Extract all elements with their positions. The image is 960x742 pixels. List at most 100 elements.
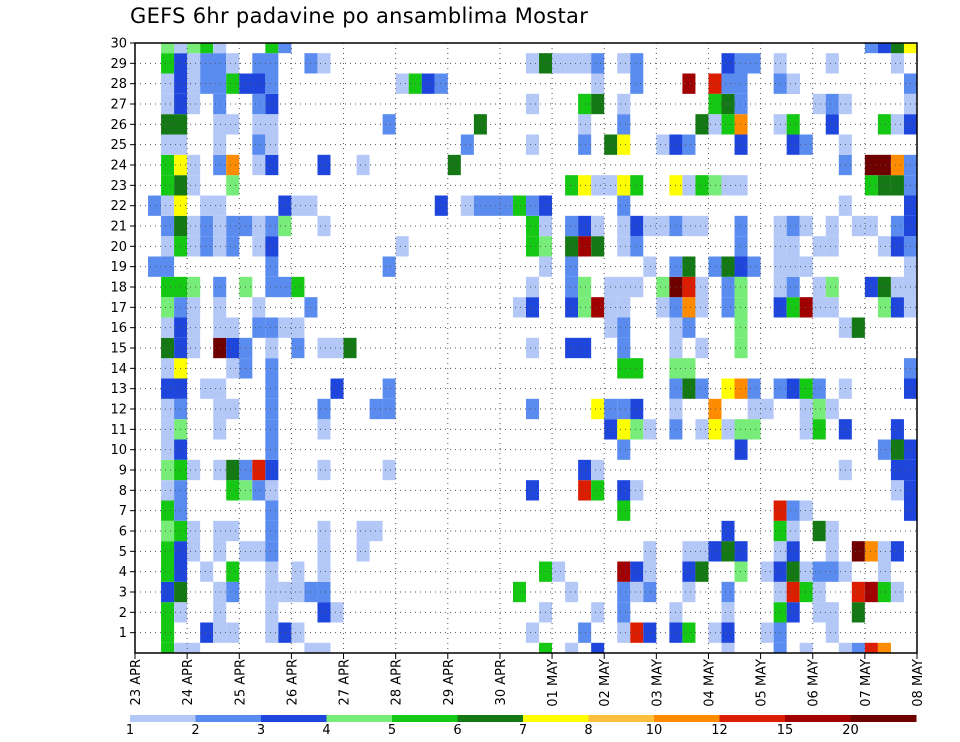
heatmap-cell <box>539 642 553 653</box>
heatmap-cell <box>708 73 722 94</box>
heatmap-cell <box>617 581 631 603</box>
y-tick-label: 17 <box>110 301 127 316</box>
x-tick-label: 26 APR <box>285 659 300 705</box>
heatmap-cell <box>265 256 279 277</box>
heatmap-cell <box>695 276 709 298</box>
heatmap-cell <box>812 378 826 399</box>
heatmap-cell <box>617 93 631 115</box>
y-tick-label: 2 <box>119 606 127 621</box>
heatmap-cell <box>630 419 644 440</box>
heatmap-cell <box>317 215 331 237</box>
heatmap-cell <box>213 337 227 359</box>
heatmap-cell <box>265 215 279 237</box>
heatmap-cell <box>734 276 748 298</box>
heatmap-cell <box>161 398 175 420</box>
heatmap-cell <box>903 43 917 54</box>
heatmap-cell <box>812 581 826 603</box>
heatmap-cell <box>265 236 279 257</box>
heatmap-cell <box>291 561 305 582</box>
heatmap-cell <box>734 419 761 440</box>
heatmap-cell <box>591 53 605 74</box>
heatmap-cell <box>265 276 292 298</box>
heatmap-cell <box>526 276 540 298</box>
colorbar-swatch <box>457 715 524 722</box>
heatmap-cell <box>174 43 188 54</box>
heatmap-cell <box>591 73 605 94</box>
y-tick-label: 7 <box>119 504 127 519</box>
heatmap-cell <box>291 337 305 359</box>
heatmap-cell <box>226 154 240 176</box>
heatmap-cell <box>382 378 396 399</box>
heatmap-cell <box>526 215 540 237</box>
heatmap-cell <box>265 500 279 521</box>
heatmap-cell <box>591 215 605 237</box>
heatmap-cell <box>643 256 657 277</box>
heatmap-cell <box>682 73 696 94</box>
heatmap-cell <box>825 236 839 257</box>
heatmap-cell <box>747 256 761 277</box>
heatmap-cell <box>226 175 240 196</box>
heatmap-cell <box>877 297 891 318</box>
x-tick-label: 01 MAY <box>546 659 561 707</box>
heatmap-cell <box>695 175 709 196</box>
heatmap-cell <box>864 43 878 54</box>
heatmap-cell <box>317 459 331 481</box>
heatmap-cell <box>161 419 175 440</box>
heatmap-cell <box>786 561 800 582</box>
heatmap-cell <box>682 581 696 603</box>
colorbar-label: 7 <box>519 723 527 738</box>
heatmap-cell <box>812 236 826 257</box>
heatmap-cell <box>877 276 891 298</box>
heatmap-cell <box>317 581 331 603</box>
heatmap-cell <box>226 459 240 481</box>
heatmap-cell <box>161 215 175 237</box>
heatmap-cell <box>226 73 240 94</box>
y-tick-label: 14 <box>110 362 127 377</box>
heatmap-cell <box>382 256 396 277</box>
heatmap-cell <box>747 378 761 399</box>
heatmap-cell <box>630 175 644 196</box>
heatmap-cell <box>369 398 383 420</box>
heatmap-cell <box>617 195 631 216</box>
heatmap-cell <box>356 154 370 176</box>
colorbar-swatch <box>523 715 589 722</box>
heatmap-cell <box>734 561 748 582</box>
heatmap-cell <box>617 175 631 196</box>
heatmap-cell <box>565 337 592 359</box>
heatmap-cell <box>877 581 891 603</box>
heatmap-cell <box>617 480 631 501</box>
heatmap-cell <box>278 195 292 216</box>
heatmap-cell <box>812 398 826 420</box>
heatmap-cell <box>825 520 839 542</box>
heatmap-cell <box>851 215 865 237</box>
heatmap-cell <box>213 43 227 54</box>
colorbar-label: 4 <box>322 723 330 738</box>
colorbar-swatch <box>261 715 327 722</box>
heatmap-cell <box>617 500 631 521</box>
heatmap-cell <box>786 73 800 94</box>
heatmap-cell <box>317 53 331 74</box>
y-tick-label: 24 <box>110 159 127 174</box>
heatmap-cell <box>565 175 579 196</box>
heatmap-cell <box>708 256 722 277</box>
heatmap-cell <box>682 317 696 338</box>
heatmap-cell <box>265 419 279 440</box>
x-tick-label: 30 APR <box>494 659 509 705</box>
heatmap-cell <box>734 439 748 460</box>
heatmap-cell <box>161 276 188 298</box>
heatmap-cell <box>825 622 839 643</box>
heatmap-cell <box>473 195 513 216</box>
heatmap-cell <box>526 337 540 359</box>
heatmap-cell <box>421 73 435 94</box>
heatmap-cell <box>799 419 813 440</box>
heatmap-cell <box>526 93 540 115</box>
colorbar-swatch <box>719 715 786 722</box>
heatmap-cell <box>799 256 813 277</box>
heatmap-cell <box>252 134 266 155</box>
heatmap-cell <box>682 134 696 155</box>
heatmap-cell <box>239 73 266 94</box>
heatmap-cell <box>200 43 214 54</box>
x-tick-label: 04 MAY <box>702 659 717 707</box>
heatmap-cell <box>812 276 826 298</box>
heatmap-cell <box>617 53 631 74</box>
